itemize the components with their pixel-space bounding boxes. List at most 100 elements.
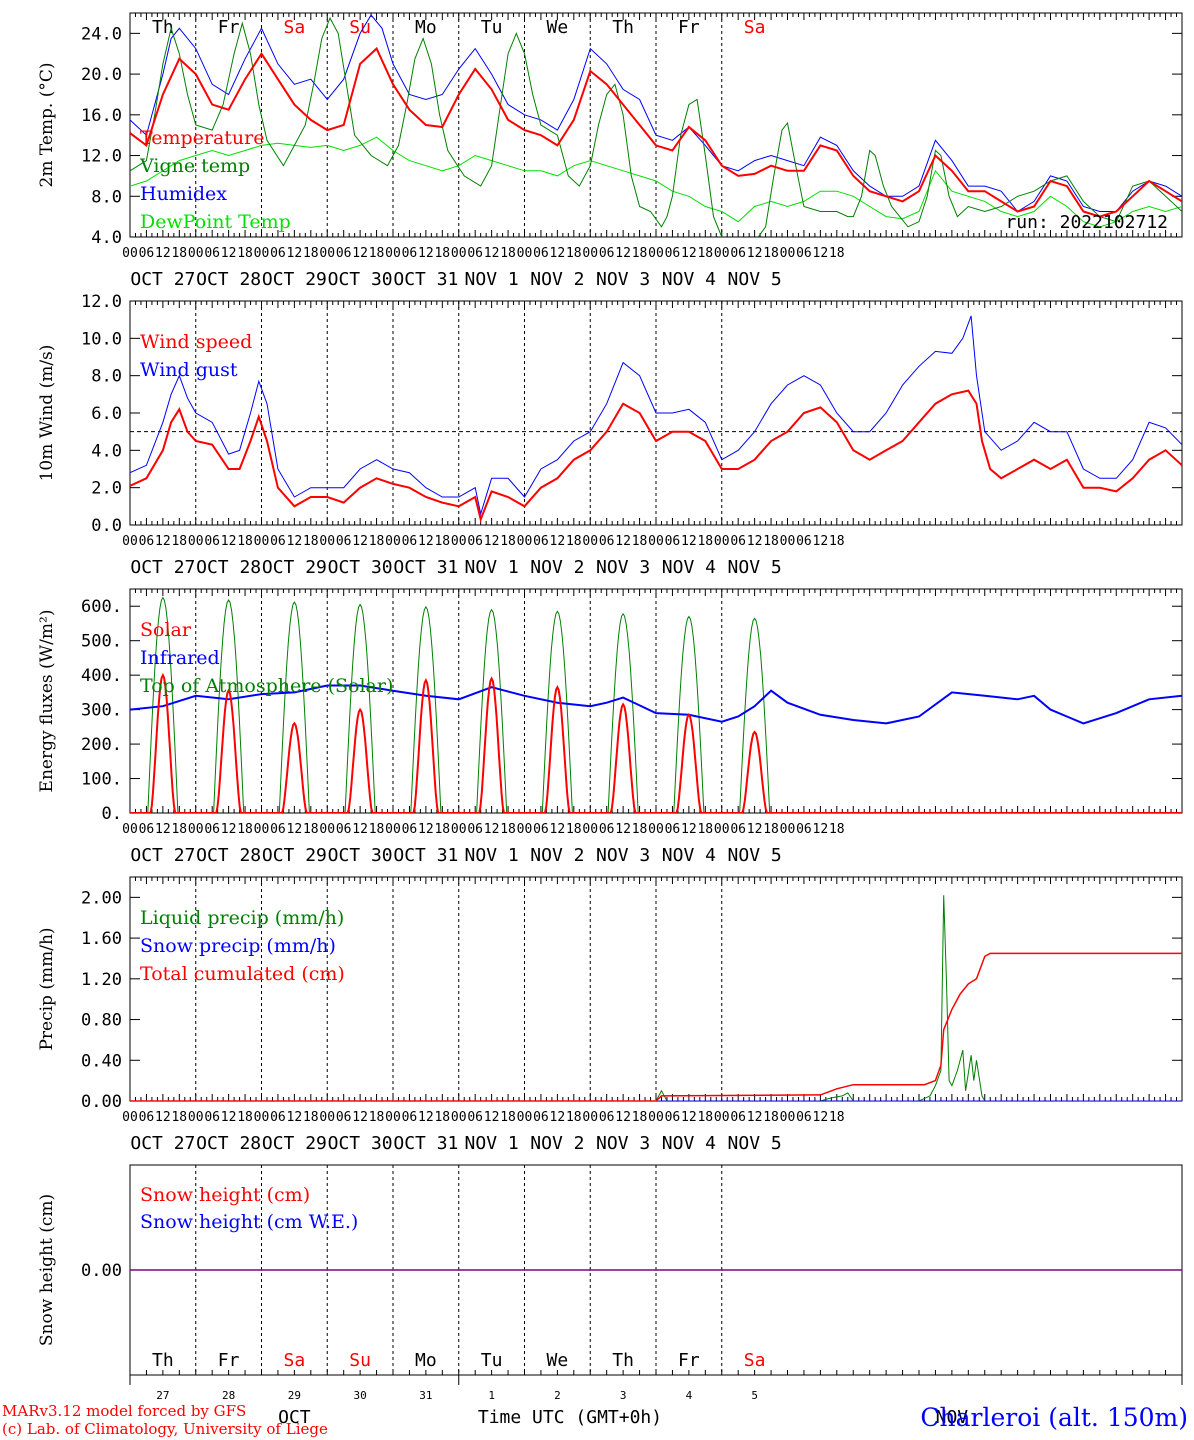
x-day-label: NOV 3 — [596, 557, 650, 578]
x-day-label: OCT 31 — [393, 557, 458, 578]
x-day-label: OCT 30 — [328, 845, 393, 866]
x-tick-label: 12 — [155, 534, 171, 549]
y-tick-label: 100. — [81, 770, 122, 790]
x-tick-label: 06 — [336, 822, 352, 837]
y-tick-label: 200. — [81, 735, 122, 755]
x-tick-label: 06 — [270, 822, 286, 837]
x-tick-label: 18 — [697, 534, 713, 549]
x-tick-label: 06 — [139, 246, 155, 261]
x-tick-label: 12 — [418, 246, 434, 261]
x-tick-label: 00 — [648, 534, 664, 549]
x-tick-label: 12 — [550, 246, 566, 261]
series-vigne-temp — [130, 16, 1182, 237]
x-tick-label: 00 — [254, 1110, 270, 1125]
x-tick-label: 06 — [730, 822, 746, 837]
day-number: 28 — [222, 1389, 235, 1402]
x-tick-label: 18 — [632, 534, 648, 549]
x-tick-label: 00 — [319, 246, 335, 261]
x-tick-label: 06 — [402, 1110, 418, 1125]
x-day-label: NOV 4 — [662, 269, 716, 290]
x-tick-label: 12 — [418, 822, 434, 837]
x-tick-label: 00 — [582, 246, 598, 261]
x-tick-label: 12 — [287, 534, 303, 549]
x-tick-label: 12 — [681, 246, 697, 261]
y-tick-label: 12.0 — [81, 292, 122, 312]
x-tick-label: 18 — [171, 822, 187, 837]
day-number: 29 — [288, 1389, 301, 1402]
x-tick-label: 18 — [237, 822, 253, 837]
x-tick-label: 00 — [451, 534, 467, 549]
x-tick-label: 06 — [599, 822, 615, 837]
x-tick-label: 06 — [139, 534, 155, 549]
x-day-label: NOV 2 — [530, 1133, 584, 1154]
x-day-label: OCT 28 — [196, 269, 261, 290]
x-tick-label: 06 — [599, 1110, 615, 1125]
x-day-label: NOV 2 — [530, 845, 584, 866]
series-liquid-precip-mm-h- — [130, 895, 1182, 1101]
x-tick-label: 06 — [402, 246, 418, 261]
y-tick-label: 10.0 — [81, 329, 122, 349]
x-tick-label: 12 — [550, 822, 566, 837]
weekday-label: Fr — [218, 1350, 240, 1371]
y-tick-label: 0.00 — [81, 1092, 122, 1112]
x-tick-label: 12 — [484, 534, 500, 549]
x-tick-label: 06 — [796, 1110, 812, 1125]
series-dewpoint-temp — [130, 136, 1182, 228]
x-day-label: OCT 29 — [262, 845, 327, 866]
y-tick-label: 0.0 — [91, 516, 122, 536]
x-tick-label: 18 — [369, 1110, 385, 1125]
series-total-cumulated-cm- — [130, 952, 1182, 1101]
x-day-label: OCT 27 — [130, 557, 195, 578]
weekday-label: We — [547, 1350, 569, 1371]
x-day-label: OCT 31 — [393, 845, 458, 866]
legend-solar: Solar — [140, 619, 192, 641]
x-tick-label: 18 — [829, 534, 845, 549]
y-tick-label: 4.0 — [91, 441, 122, 461]
x-tick-label: 06 — [796, 246, 812, 261]
x-tick-label: 00 — [122, 822, 138, 837]
x-tick-label: 06 — [665, 246, 681, 261]
day-number: 27 — [156, 1389, 169, 1402]
y-tick-label: 2.0 — [91, 479, 122, 499]
panel-energy: 0. 100. 200. 300. 400. 500. 600. Energy fluxes … — [37, 588, 1183, 866]
y-tick-label: 0. — [102, 804, 122, 824]
x-tick-label: 06 — [730, 246, 746, 261]
x-tick-label: 00 — [780, 246, 796, 261]
x-tick-label: 12 — [681, 534, 697, 549]
x-tick-label: 18 — [500, 246, 516, 261]
x-tick-label: 06 — [533, 246, 549, 261]
x-tick-label: 18 — [434, 822, 450, 837]
month-label-oct: OCT — [278, 1407, 311, 1428]
x-tick-label: 00 — [122, 246, 138, 261]
y-tick-label: 400. — [81, 666, 122, 686]
weekday-label: Sa — [284, 1350, 306, 1371]
x-day-label: NOV 3 — [596, 845, 650, 866]
x-tick-label: 06 — [270, 534, 286, 549]
y-tick-label: 0.00 — [81, 1261, 122, 1281]
y-tick-label: 8.0 — [91, 367, 122, 387]
x-tick-label: 06 — [730, 1110, 746, 1125]
x-tick-label: 00 — [780, 534, 796, 549]
legend-wind-speed: Wind speed — [140, 331, 252, 353]
series-temperature — [130, 46, 1182, 218]
x-tick-label: 06 — [533, 534, 549, 549]
x-tick-label: 00 — [122, 534, 138, 549]
y-axis-label: Energy fluxes (W/m²) — [37, 610, 57, 793]
footer: MARv3.12 model forced by GFS(c) Lab. of … — [2, 1402, 1188, 1438]
x-tick-label: 18 — [434, 1110, 450, 1125]
y-tick-label: 0.40 — [81, 1051, 122, 1071]
x-day-label: NOV 1 — [465, 845, 519, 866]
x-tick-label: 12 — [287, 822, 303, 837]
x-day-label: NOV 4 — [662, 845, 716, 866]
x-tick-label: 18 — [763, 534, 779, 549]
x-tick-label: 06 — [599, 246, 615, 261]
y-tick-label: 2.00 — [81, 888, 122, 908]
x-tick-label: 06 — [533, 822, 549, 837]
day-number: 4 — [686, 1389, 693, 1402]
weekday-label: Su — [349, 17, 371, 38]
panel-frame — [129, 12, 1183, 238]
series-wind-speed — [130, 389, 1182, 523]
x-tick-label: 12 — [813, 534, 829, 549]
y-axis-label: Precip (mm/h) — [37, 927, 57, 1050]
